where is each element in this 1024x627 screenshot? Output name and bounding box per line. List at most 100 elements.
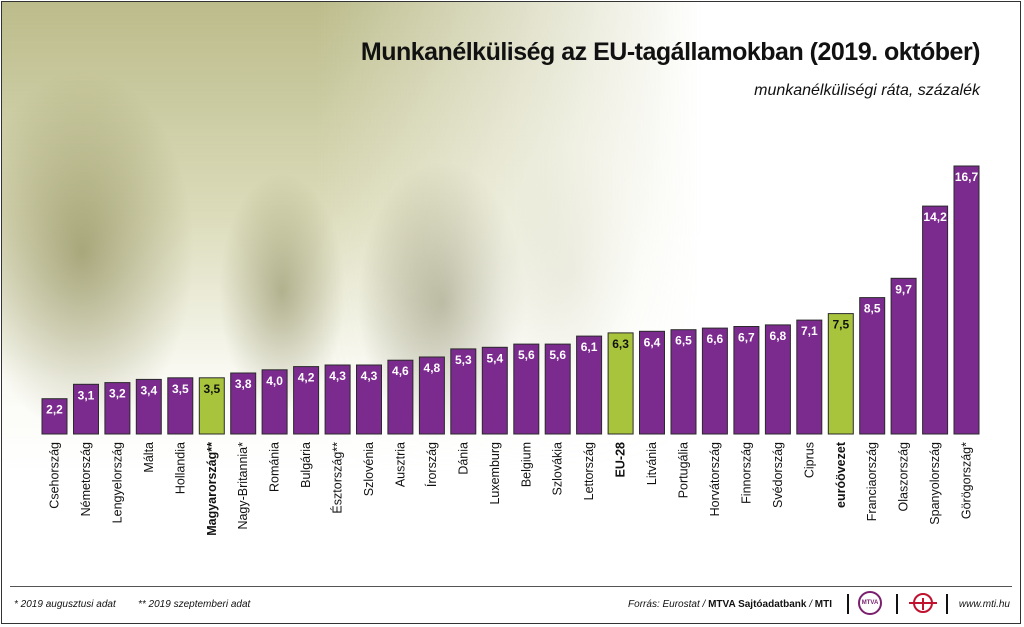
bar-28: [922, 205, 949, 435]
category-label-21: Horvátország: [708, 442, 722, 516]
bar-23: [764, 324, 791, 435]
logo-separator: [896, 594, 898, 614]
bar-value-label-16: 5,6: [549, 348, 566, 362]
bar-4: [167, 377, 194, 435]
bar-value-label-29: 16,7: [955, 170, 979, 184]
category-label-14: Luxemburg: [488, 442, 502, 505]
bar-10: [356, 364, 382, 435]
bar-27: [890, 277, 917, 435]
category-label-10: Szlovénia: [362, 442, 376, 496]
bar-0: [41, 398, 68, 435]
category-label-0: Csehország: [48, 442, 62, 509]
bar-value-label-11: 4,6: [392, 364, 409, 378]
bar-18: [607, 332, 634, 435]
category-label-7: Románia: [268, 442, 282, 492]
category-label-5: Magyarország**: [205, 442, 219, 536]
category-label-23: Svédország: [771, 442, 785, 508]
bar-value-label-27: 9,7: [895, 282, 912, 296]
category-label-9: Észtország**: [330, 442, 345, 514]
chart-title: Munkanélküliség az EU-tagállamokban (201…: [360, 38, 981, 66]
bar-value-label-20: 6,5: [675, 334, 692, 348]
bar-6: [230, 372, 257, 435]
bar-26: [859, 297, 886, 435]
website-link[interactable]: www.mti.hu: [958, 599, 1010, 610]
bar-value-label-7: 4,0: [266, 374, 283, 388]
source-databank: MTVA Sajtóadatbank: [708, 599, 807, 610]
category-label-6: Nagy-Britannia*: [236, 442, 250, 530]
bar-value-label-3: 3,4: [140, 383, 157, 397]
bar-value-label-19: 6,4: [644, 335, 661, 349]
bar-24: [796, 319, 823, 435]
footer-divider: [10, 586, 1012, 587]
category-label-22: Finnország: [739, 442, 753, 504]
bar-1: [73, 383, 99, 435]
bar-value-label-5: 3,5: [203, 382, 220, 396]
bar-14: [481, 346, 508, 435]
source-prefix: Forrás: Eurostat /: [628, 599, 709, 610]
bar-8: [293, 366, 320, 435]
category-label-15: Belgium: [519, 442, 533, 487]
source-mti: MTI: [814, 599, 832, 610]
category-label-29: Görögország*: [960, 442, 974, 519]
bar-value-label-18: 6,3: [612, 337, 629, 351]
bar-value-label-25: 7,5: [832, 318, 849, 332]
source-credit: Forrás: Eurostat / MTVA Sajtóadatbank / …: [628, 599, 832, 610]
bar-value-label-9: 4,3: [329, 369, 346, 383]
category-label-11: Ausztria: [393, 442, 407, 487]
category-label-19: Litvánia: [645, 442, 659, 485]
bar-29: [953, 165, 980, 435]
source-separator: /: [806, 599, 815, 610]
bar-15: [513, 343, 540, 435]
bar-9: [324, 364, 351, 435]
bar-19: [639, 330, 665, 435]
bar-value-label-0: 2,2: [46, 403, 63, 417]
bar-chart: 2,2 Csehország 3,1 Németország 3,2 Lengyelors…: [41, 165, 980, 536]
bar-3: [135, 378, 162, 435]
bar-7: [261, 369, 288, 435]
category-label-24: Ciprus: [802, 442, 816, 478]
bar-20: [670, 329, 697, 435]
category-label-26: Franciaország: [865, 442, 879, 521]
bar-value-label-17: 6,1: [581, 340, 598, 354]
category-label-13: Dánia: [456, 442, 470, 475]
bar-value-label-1: 3,1: [78, 388, 95, 402]
mtva-logo-icon: MTVA: [858, 591, 882, 615]
bar-value-label-22: 6,7: [738, 331, 755, 345]
bar-value-label-8: 4,2: [298, 371, 315, 385]
bar-value-label-15: 5,6: [518, 348, 535, 362]
bar-16: [544, 343, 571, 435]
logo-separator: [847, 594, 849, 614]
bar-value-label-21: 6,6: [707, 332, 724, 346]
mti-logo-icon: [909, 593, 937, 613]
bar-21: [701, 327, 728, 435]
category-label-12: Írország: [424, 442, 439, 487]
category-label-28: Spanyolország: [928, 442, 942, 525]
logo-separator: [946, 594, 948, 614]
category-label-2: Lengyelország: [110, 442, 124, 523]
bar-value-label-13: 5,3: [455, 353, 472, 367]
category-label-18: EU-28: [614, 442, 628, 477]
bar-value-label-28: 14,2: [923, 210, 947, 224]
bar-value-label-12: 4,8: [424, 361, 441, 375]
category-label-20: Portugália: [677, 442, 691, 498]
bar-value-label-2: 3,2: [109, 387, 126, 401]
footnote-september: ** 2019 szeptemberi adat: [138, 599, 251, 610]
bar-value-label-4: 3,5: [172, 382, 189, 396]
bar-13: [450, 348, 477, 435]
category-label-8: Bulgária: [299, 442, 313, 488]
bar-25: [827, 313, 854, 435]
category-label-17: Lettország: [582, 442, 596, 500]
bar-17: [576, 335, 603, 435]
bar-value-label-14: 5,4: [486, 351, 503, 365]
bar-22: [733, 326, 760, 435]
bar-value-label-26: 8,5: [864, 302, 881, 316]
category-label-27: Olaszország: [897, 442, 911, 512]
bar-value-label-23: 6,8: [770, 329, 787, 343]
bar-value-label-10: 4,3: [361, 369, 378, 383]
bar-11: [387, 359, 414, 435]
footnote-august: * 2019 augusztusi adat: [14, 599, 116, 610]
category-label-4: Hollandia: [173, 442, 187, 494]
bar-value-label-6: 3,8: [235, 377, 252, 391]
category-label-25: euróövezet: [834, 441, 848, 508]
